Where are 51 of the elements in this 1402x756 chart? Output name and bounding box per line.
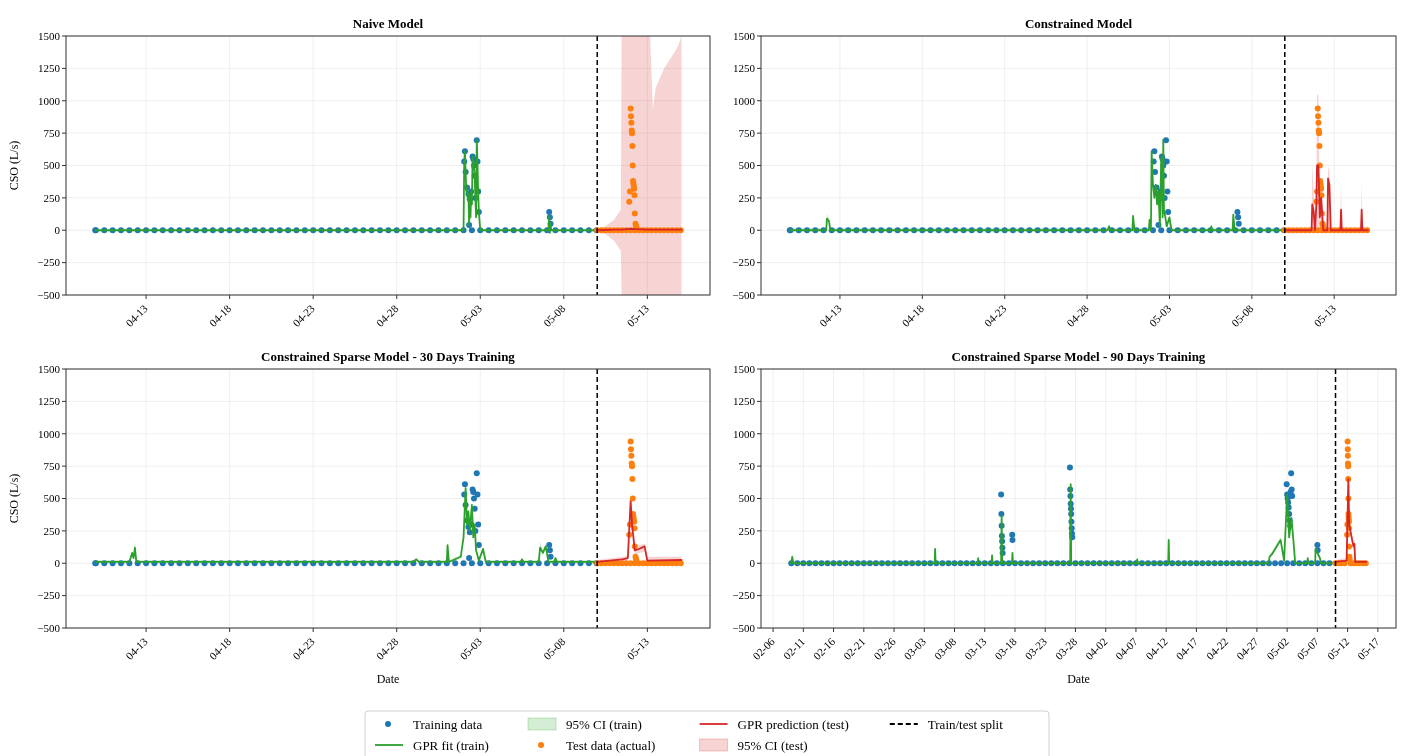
legend-label: Train/test split — [927, 716, 1004, 732]
legend-label: Test data (actual) — [566, 737, 656, 753]
y-tick-label: 1000 — [38, 94, 61, 107]
chart-title: Constrained Sparse Model - 30 Days Training — [261, 349, 516, 364]
y-axis-title: CSO (L/s) — [7, 140, 21, 191]
y-tick-label: −250 — [37, 589, 61, 602]
y-tick-label: 750 — [738, 459, 756, 472]
y-tick-label: 1250 — [733, 62, 756, 75]
x-axis-title: Date — [1067, 672, 1090, 686]
y-tick-label: 0 — [54, 224, 61, 237]
y-tick-label: 250 — [738, 191, 756, 204]
y-tick-label: 1500 — [733, 362, 756, 375]
legend-label: GPR prediction (test) — [737, 716, 849, 732]
y-tick-label: 0 — [749, 557, 756, 570]
y-tick-label: 1250 — [733, 395, 756, 408]
y-tick-label: 1000 — [733, 94, 756, 107]
y-tick-label: 250 — [43, 524, 61, 537]
y-tick-label: 500 — [43, 492, 61, 505]
y-tick-label: −250 — [732, 589, 756, 602]
y-tick-label: 1250 — [38, 62, 61, 75]
y-tick-label: 1250 — [38, 395, 61, 408]
y-tick-label: −500 — [732, 621, 756, 634]
x-axis-title: Date — [376, 672, 400, 686]
text: 95% CI (test) — [737, 737, 808, 753]
y-tick-label: 500 — [738, 492, 756, 505]
legend-label: GPR fit (train) — [413, 737, 489, 753]
y-tick-label: 1500 — [38, 362, 61, 375]
chart-title: Constrained Model — [1024, 16, 1133, 31]
legend-label: Training data — [413, 716, 483, 732]
y-axis-title: CSO (L/s) — [7, 473, 21, 524]
y-tick-label: 750 — [43, 126, 61, 139]
chart-title: Constrained Sparse Model - 90 Days Training — [951, 349, 1206, 364]
text: 95% CI (train) — [566, 716, 642, 732]
y-tick-label: 1000 — [733, 427, 756, 440]
y-tick-label: 500 — [738, 159, 756, 172]
y-tick-label: 0 — [749, 224, 756, 237]
chart-title: Naive Model — [352, 16, 424, 31]
y-tick-label: 250 — [738, 524, 756, 537]
y-tick-label: −250 — [37, 256, 61, 269]
y-tick-label: 500 — [43, 159, 61, 172]
y-tick-label: 1500 — [38, 29, 61, 42]
y-tick-label: 1000 — [38, 427, 61, 440]
y-tick-label: 250 — [43, 191, 61, 204]
y-tick-label: −500 — [732, 288, 756, 301]
y-tick-label: 750 — [43, 459, 61, 472]
y-tick-label: 750 — [738, 126, 756, 139]
y-tick-label: 1500 — [733, 29, 756, 42]
y-tick-label: −500 — [37, 621, 61, 634]
y-tick-label: −250 — [732, 256, 756, 269]
y-tick-label: 0 — [54, 557, 61, 570]
y-tick-label: −500 — [37, 288, 61, 301]
